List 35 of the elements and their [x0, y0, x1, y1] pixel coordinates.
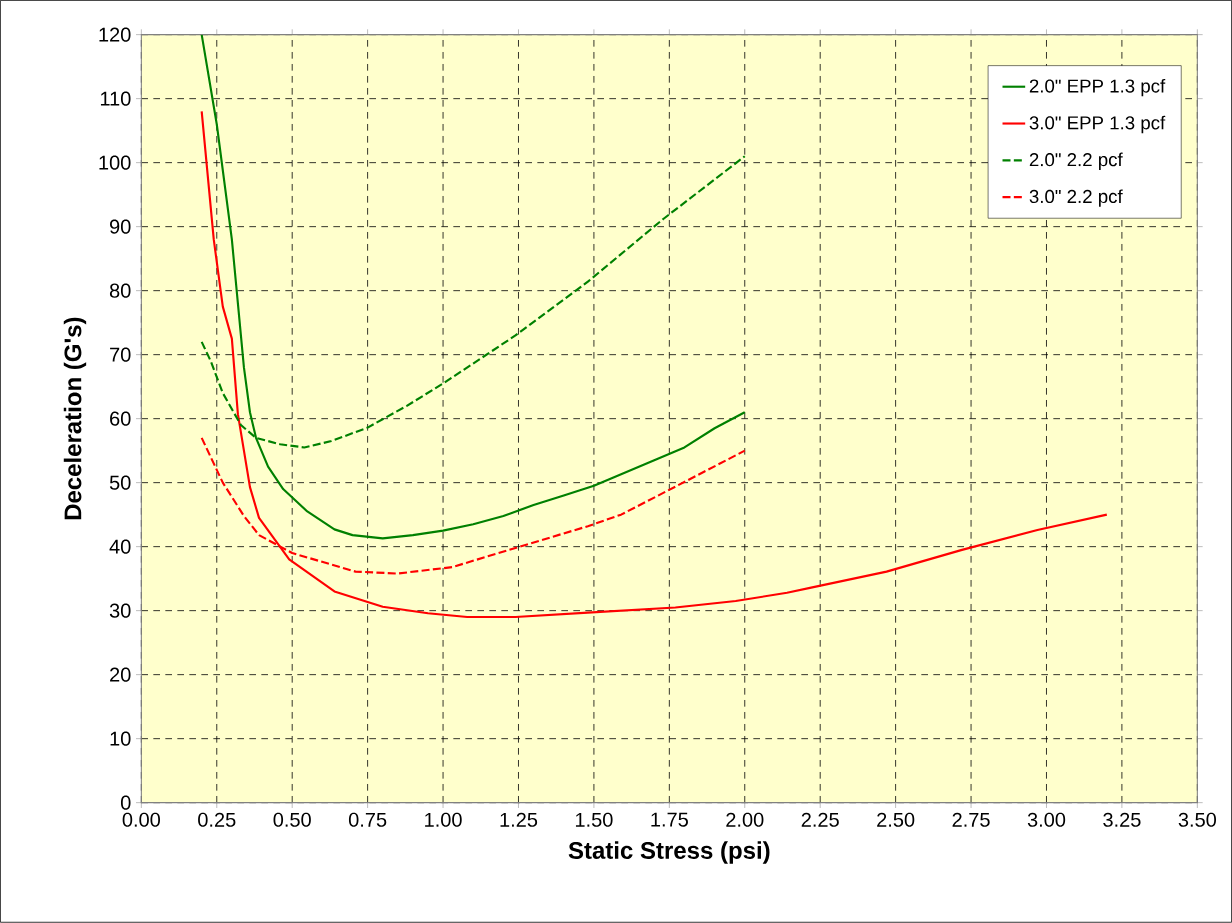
y-tick-label: 100	[99, 155, 131, 170]
legend-label: 2.0" EPP 1.3 pcf	[1029, 79, 1166, 97]
y-tick-label: 110	[100, 91, 131, 106]
x-tick-label: 1.75	[651, 812, 688, 827]
x-tick-label: 2.50	[877, 812, 915, 828]
x-tick-label: 1.25	[500, 812, 538, 828]
legend-label: 3.0" 2.2 pcf	[1029, 189, 1123, 207]
y-tick-label: 70	[110, 347, 131, 362]
x-tick-label: 2.25	[801, 812, 839, 828]
y-tick-label: 30	[109, 603, 131, 618]
y-axis-title: Deceleration (G's)	[63, 317, 87, 520]
x-tick-label: 3.25	[1103, 812, 1141, 828]
line-series	[200, 34, 746, 540]
y-tick-label: 80	[109, 283, 131, 298]
y-tick-label: 50	[109, 475, 131, 490]
x-tick-label: 3.00	[1027, 812, 1066, 828]
y-tick-label: 120	[99, 27, 131, 42]
y-tick-label: 60	[110, 411, 131, 426]
x-axis-title: Static Stress (psi)	[568, 841, 770, 864]
x-tick-label: 1.00	[425, 812, 462, 828]
legend-label: 3.0" EPP 1.3 pcf	[1029, 115, 1166, 134]
x-tick-label: 0.50	[273, 812, 311, 828]
y-tick-label: 20	[110, 667, 131, 682]
y-tick-label: 40	[109, 539, 131, 554]
x-tick-label: 0.75	[348, 812, 387, 828]
legend-label: 2.0" 2.2 pcf	[1029, 152, 1123, 171]
x-tick-label: 2.75	[952, 812, 990, 828]
y-tick-label: 90	[110, 219, 131, 234]
x-tick-label: 0.00	[122, 812, 161, 828]
x-tick-label: 2.00	[726, 812, 764, 828]
x-tick-label: 0.25	[198, 812, 236, 828]
y-tick-label: 10	[110, 731, 131, 746]
x-tick-label: 1.50	[575, 812, 613, 828]
y-tick-label: 0	[120, 795, 131, 810]
x-tick-label: 3.50	[1178, 812, 1217, 828]
